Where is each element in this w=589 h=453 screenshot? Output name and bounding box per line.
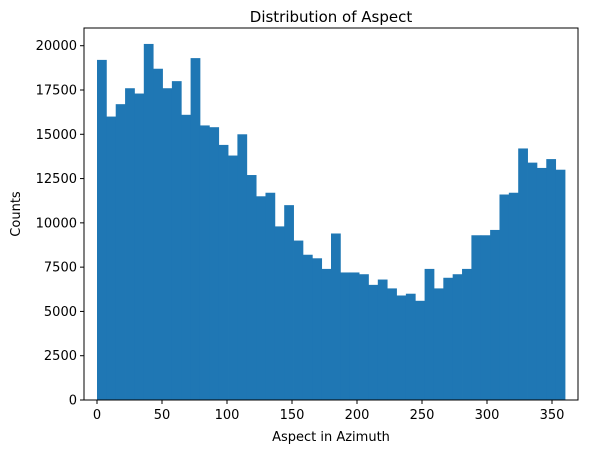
histogram-bar xyxy=(115,104,126,401)
histogram-bar xyxy=(508,192,519,400)
histogram-bar xyxy=(415,300,425,400)
y-axis-label: Counts xyxy=(9,191,24,237)
histogram-bar xyxy=(284,205,294,400)
y-tick-label: 12500 xyxy=(36,172,77,187)
histogram-bar xyxy=(321,268,332,400)
histogram-bar xyxy=(546,159,557,400)
y-tick-label: 0 xyxy=(69,394,77,409)
histogram-bar xyxy=(106,116,117,400)
x-tick-label: 150 xyxy=(280,408,305,423)
histogram-bar xyxy=(424,268,435,400)
histogram-bar xyxy=(490,229,500,400)
histogram-bar xyxy=(293,240,304,400)
x-tick-label: 100 xyxy=(215,408,240,423)
histogram-bar xyxy=(443,277,454,400)
histogram-bar xyxy=(246,175,257,400)
histogram-bar xyxy=(405,293,416,400)
histogram-bar xyxy=(228,155,238,400)
x-tick-label: 50 xyxy=(154,408,171,423)
y-tick-label: 17500 xyxy=(36,84,77,99)
histogram-bar xyxy=(396,295,407,400)
histogram-bar xyxy=(377,279,388,400)
histogram-bar xyxy=(312,258,323,400)
histogram-bar xyxy=(153,68,163,401)
chart-title: Distribution of Aspect xyxy=(250,8,413,26)
histogram-bar xyxy=(527,162,538,400)
histogram-bar xyxy=(218,144,229,400)
histogram-bar xyxy=(331,233,341,400)
x-tick-label: 200 xyxy=(345,408,370,423)
histogram-bar xyxy=(471,235,482,400)
plot-frame xyxy=(83,27,579,401)
histogram-bar xyxy=(274,226,285,400)
histogram-bar xyxy=(433,288,444,400)
histogram-bar xyxy=(359,274,369,400)
histogram-bar xyxy=(536,167,547,400)
x-tick-label: 250 xyxy=(410,408,435,423)
histogram-bar xyxy=(302,254,313,400)
histogram-bar xyxy=(518,148,528,400)
histogram-bar xyxy=(237,134,248,401)
histogram-bar xyxy=(462,268,472,400)
y-tick-label: 15000 xyxy=(36,128,77,143)
histogram-bar xyxy=(125,88,135,400)
y-tick-label: 20000 xyxy=(36,39,77,54)
y-axis-ticks: 0 2500 5000 7500 10000 12500 15000 17500 20000 xyxy=(36,39,84,409)
x-axis-label: Aspect in Azimuth xyxy=(272,430,390,445)
histogram-bar xyxy=(162,88,173,400)
histogram-bar xyxy=(143,43,154,400)
y-tick-label: 5000 xyxy=(44,305,77,320)
histogram-bar xyxy=(181,114,191,401)
histogram-bar xyxy=(452,274,463,400)
y-tick-label: 2500 xyxy=(44,349,77,364)
x-tick-label: 0 xyxy=(93,408,101,423)
histogram-bar xyxy=(256,196,266,400)
histogram-bar xyxy=(480,235,491,400)
x-axis-ticks: 0 50 100 150 200 250 300 350 xyxy=(93,400,565,423)
histogram-bar xyxy=(368,284,379,400)
bars-group xyxy=(97,43,566,401)
histogram-bar xyxy=(134,93,145,400)
x-tick-label: 350 xyxy=(540,408,565,423)
histogram-bar xyxy=(171,81,182,400)
histogram-bar xyxy=(190,58,201,401)
histogram-bar xyxy=(199,125,210,401)
histogram-bar xyxy=(349,272,360,400)
histogram-bar xyxy=(387,288,397,400)
histogram-bar xyxy=(555,169,566,400)
x-tick-label: 300 xyxy=(475,408,500,423)
histogram-bar xyxy=(265,192,276,400)
y-tick-label: 7500 xyxy=(44,261,77,276)
histogram-bar xyxy=(209,127,220,400)
y-tick-label: 10000 xyxy=(36,216,77,231)
histogram-bar xyxy=(499,194,510,400)
histogram-bar xyxy=(97,59,107,400)
histogram-bar xyxy=(340,272,351,400)
